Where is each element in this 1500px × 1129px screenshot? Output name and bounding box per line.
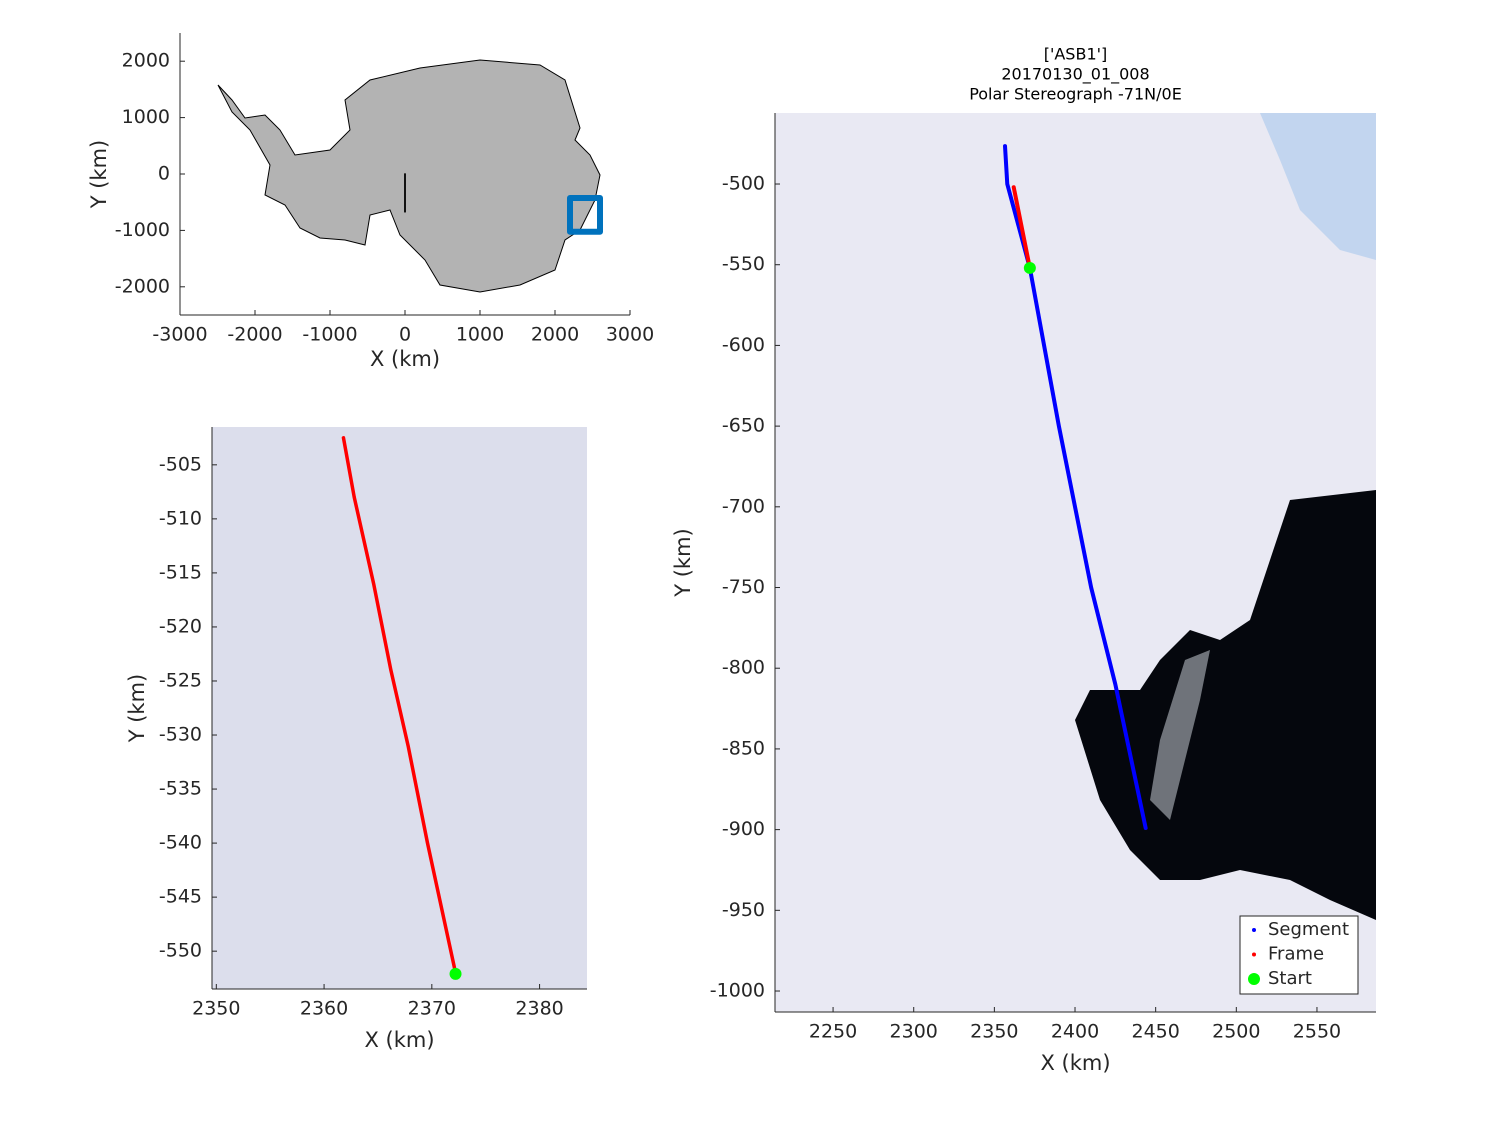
y-tick-label: -515 xyxy=(159,561,202,583)
x-tick-label: 1000 xyxy=(456,324,504,346)
x-tick-label: 2500 xyxy=(1212,1021,1260,1043)
y-tick-label: -530 xyxy=(159,724,202,746)
series-line xyxy=(341,436,458,975)
imagery-water xyxy=(1075,490,1376,920)
y-tick-label: -540 xyxy=(159,832,202,854)
y-tick-label: -1000 xyxy=(710,980,765,1002)
x-tick-label: 2350 xyxy=(970,1021,1018,1043)
y-tick-label: 0 xyxy=(158,163,170,185)
legend-icon xyxy=(1252,952,1256,957)
y-tick-label: -2000 xyxy=(115,275,170,297)
chart-title: Polar Stereograph -71N/0E xyxy=(969,85,1182,104)
x-tick-label: 2350 xyxy=(192,998,240,1020)
y-tick-label: -550 xyxy=(722,253,765,275)
chart-title: 20170130_01_008 xyxy=(1001,65,1149,85)
x-tick-label: 2370 xyxy=(408,998,456,1020)
x-tick-label: 2400 xyxy=(1051,1021,1099,1043)
y-tick-label: -850 xyxy=(722,737,765,759)
legend-box xyxy=(1239,915,1359,995)
y-tick-label: -550 xyxy=(159,940,202,962)
legend-label: Frame xyxy=(1268,944,1324,965)
y-tick-label: -510 xyxy=(159,507,202,529)
legend-icon xyxy=(1252,928,1256,932)
x-tick-label: 2360 xyxy=(300,998,348,1020)
x-tick-label: 2380 xyxy=(515,998,563,1020)
y-tick-label: 2000 xyxy=(122,50,170,72)
series-line xyxy=(1003,144,1148,831)
y-tick-label: -520 xyxy=(159,615,202,637)
y-axis-label: Y (km) xyxy=(671,528,695,598)
y-tick-label: -900 xyxy=(722,818,765,840)
x-axis-label: X (km) xyxy=(364,1028,434,1052)
x-tick-label: 3000 xyxy=(606,324,654,346)
series-line xyxy=(567,194,603,235)
y-tick-label: -505 xyxy=(159,453,202,475)
y-tick-label: -800 xyxy=(722,657,765,679)
chart-title: ['ASB1'] xyxy=(1044,45,1108,64)
y-tick-label: -950 xyxy=(722,899,765,921)
y-tick-label: -535 xyxy=(159,778,202,800)
x-tick-label: 2450 xyxy=(1131,1021,1179,1043)
imagery-sea-ice xyxy=(1150,650,1210,820)
x-axis-label: X (km) xyxy=(370,347,440,371)
x-tick-label: -1000 xyxy=(302,324,357,346)
y-axis-label: Y (km) xyxy=(125,674,149,744)
series-line xyxy=(1011,185,1032,270)
y-tick-label: -750 xyxy=(722,576,765,598)
imagery-ice-blue xyxy=(1260,113,1376,260)
legend-label: Start xyxy=(1268,968,1312,989)
x-tick-label: 2250 xyxy=(809,1021,857,1043)
legend-icon xyxy=(1248,973,1260,985)
y-tick-label: -1000 xyxy=(115,219,170,241)
x-tick-label: -3000 xyxy=(152,324,207,346)
x-tick-label: 2300 xyxy=(890,1021,938,1043)
y-tick-label: -650 xyxy=(722,415,765,437)
legend-label: Segment xyxy=(1268,919,1349,940)
x-axis-label: X (km) xyxy=(1040,1051,1110,1075)
y-axis-label: Y (km) xyxy=(87,140,111,210)
y-tick-label: 1000 xyxy=(122,106,170,128)
x-tick-label: 2550 xyxy=(1293,1021,1341,1043)
start-marker xyxy=(449,967,462,980)
y-tick-label: -700 xyxy=(722,495,765,517)
x-tick-label: 2000 xyxy=(531,324,579,346)
x-tick-label: -2000 xyxy=(227,324,282,346)
y-tick-label: -525 xyxy=(159,669,202,691)
x-tick-label: 0 xyxy=(399,324,411,346)
y-tick-label: -600 xyxy=(722,334,765,356)
start-marker xyxy=(1023,261,1036,274)
y-tick-label: -545 xyxy=(159,886,202,908)
y-tick-label: -500 xyxy=(722,173,765,195)
